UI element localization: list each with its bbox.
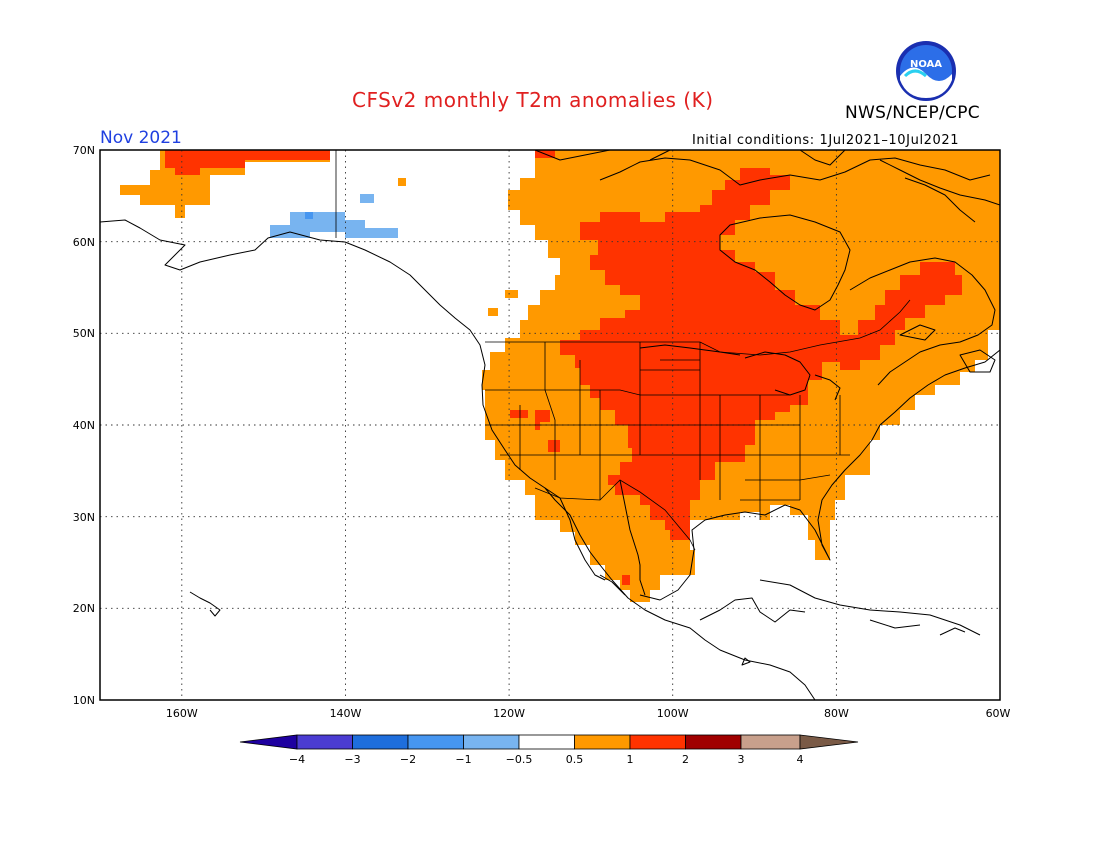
anomaly-region-orange: [120, 150, 1000, 602]
color-bar: [239, 734, 859, 750]
color-bar-segment: [463, 734, 520, 750]
map-frame: [99, 149, 1001, 701]
color-bar-label: −1: [455, 753, 471, 766]
color-bar-segment: [574, 734, 631, 750]
political-boundaries: [335, 150, 911, 551]
lat-label: 60N: [73, 236, 95, 249]
lon-label: 160W: [166, 707, 198, 720]
lat-label: 30N: [73, 511, 95, 524]
lon-label: 80W: [824, 707, 849, 720]
agency-label: NWS/NCEP/CPC: [845, 103, 980, 123]
map-title: CFSv2 monthly T2m anomalies (K): [352, 88, 714, 112]
color-bar-segment: [518, 734, 575, 750]
lat-label: 10N: [73, 694, 95, 707]
lat-label: 70N: [73, 144, 95, 157]
color-bar-label: −0.5: [506, 753, 533, 766]
color-bar-label: 3: [738, 753, 745, 766]
color-bar-label: 0.5: [566, 753, 584, 766]
anomaly-region-light-blue: [270, 194, 398, 238]
noaa-logo-text: NOAA: [910, 59, 942, 70]
lat-label: 50N: [73, 327, 95, 340]
color-bar-label: −3: [344, 753, 360, 766]
color-bar-right-arrow: [799, 734, 859, 750]
color-bar-label: 1: [627, 753, 634, 766]
lon-label: 140W: [330, 707, 362, 720]
map-canvas: [100, 150, 1000, 700]
color-bar-label: 2: [682, 753, 689, 766]
color-bar-label: −2: [400, 753, 416, 766]
anomaly-region-red: [165, 150, 962, 585]
color-bar-left-arrow: [239, 734, 298, 750]
longitude-labels: 160W 140W 120W 100W 80W 60W: [166, 707, 1011, 720]
color-bar-labels: −4 −3 −2 −1 −0.5 0.5 1 2 3 4: [289, 753, 804, 766]
lon-label: 100W: [657, 707, 689, 720]
color-bar-segment: [407, 734, 464, 750]
color-bar-segment: [740, 734, 801, 750]
anomaly-region-blue: [305, 212, 313, 219]
color-bar-segment: [629, 734, 686, 750]
lon-label: 60W: [986, 707, 1011, 720]
lat-label: 20N: [73, 602, 95, 615]
color-bar-label: 4: [797, 753, 804, 766]
forecast-month: Nov 2021: [100, 128, 182, 148]
color-bar-segment: [352, 734, 409, 750]
initial-conditions-label: Initial conditions: 1Jul2021–10Jul2021: [692, 133, 960, 148]
color-bar-segment: [685, 734, 742, 750]
lat-label: 40N: [73, 419, 95, 432]
lon-label: 120W: [493, 707, 525, 720]
latitude-labels: 70N 60N 50N 40N 30N 20N 10N: [73, 144, 95, 707]
coastlines: [100, 150, 1000, 700]
color-bar-label: −4: [289, 753, 305, 766]
noaa-logo: NOAA: [896, 41, 956, 101]
color-bar-segment: [296, 734, 353, 750]
